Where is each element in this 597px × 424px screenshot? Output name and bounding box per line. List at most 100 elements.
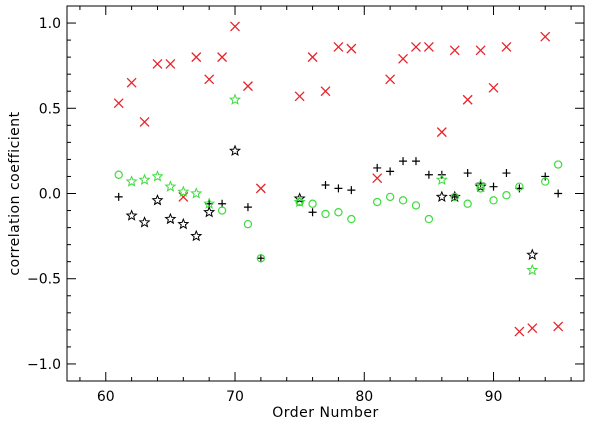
x-marker-point	[113, 98, 124, 109]
y-tick-label: 0.5	[39, 101, 61, 117]
x-tick-label: 60	[97, 389, 115, 405]
star-marker-point	[125, 209, 138, 221]
circle-marker-point	[424, 214, 434, 224]
plus-marker-point	[114, 192, 123, 201]
plus-marker-point	[489, 182, 498, 191]
star-marker-point	[228, 93, 242, 105]
x-marker-point	[165, 58, 176, 69]
circle-marker-point	[295, 197, 304, 207]
plus-marker-point	[554, 189, 563, 198]
plus-marker-point	[463, 169, 472, 178]
star-marker-point	[164, 212, 177, 225]
star-marker-point	[190, 187, 203, 199]
x-marker-point	[217, 52, 228, 63]
star-marker-point	[151, 170, 164, 182]
circle-marker-point	[334, 208, 343, 217]
x-marker-point	[423, 41, 434, 52]
series-3-star	[125, 93, 539, 276]
x-marker-point	[333, 41, 344, 52]
x-marker-point	[152, 58, 163, 69]
x-axis-title: Order Number	[272, 405, 378, 421]
plus-marker-point	[411, 157, 420, 166]
plus-marker-point	[321, 180, 330, 189]
circle-marker-point	[373, 197, 382, 207]
plus-marker-point	[373, 163, 382, 172]
star-marker-point	[138, 173, 151, 185]
star-marker-point	[526, 263, 539, 276]
plus-marker-point	[386, 167, 395, 176]
x-marker-point	[126, 77, 137, 88]
star-marker-point	[125, 175, 138, 187]
x-marker-point	[540, 31, 551, 42]
star-marker-point	[474, 178, 487, 191]
x-marker-point	[462, 94, 473, 105]
x-marker-point	[320, 86, 331, 97]
circle-marker-point	[321, 209, 330, 219]
circle-marker-point	[398, 196, 408, 205]
x-marker-point	[372, 173, 383, 184]
star-marker-point	[228, 144, 242, 157]
star-marker-point	[151, 193, 164, 206]
series-1-plus	[114, 157, 563, 263]
star-marker-point	[203, 197, 216, 209]
x-marker-point	[242, 81, 253, 92]
plus-marker-point	[256, 254, 265, 263]
x-marker-point	[501, 41, 512, 52]
marks-layer	[113, 21, 564, 337]
x-marker-point	[514, 326, 525, 337]
x-marker-point	[139, 116, 150, 127]
plus-marker-point	[424, 170, 433, 179]
x-marker-point	[411, 41, 421, 52]
plot-frame	[66, 5, 585, 382]
star-marker-point	[190, 229, 203, 242]
circle-marker-point	[217, 206, 227, 215]
x-marker-point	[385, 74, 396, 85]
x-marker-point	[178, 191, 189, 202]
plus-marker-point	[399, 157, 408, 166]
star-marker-point	[435, 190, 448, 203]
plus-marker-point	[347, 186, 356, 195]
star-marker-point	[177, 185, 190, 197]
circle-marker-point	[450, 192, 459, 202]
plus-marker-point	[308, 208, 317, 217]
x-marker-point	[475, 45, 486, 56]
circle-marker-point	[515, 182, 524, 191]
circle-marker-point	[553, 160, 563, 169]
y-tick-label: 1.0	[39, 16, 61, 32]
y-tick-label: 0.0	[39, 187, 61, 203]
circle-marker-point	[256, 254, 266, 263]
circle-marker-point	[114, 170, 123, 179]
x-marker-point	[191, 52, 202, 63]
circle-marker-point	[411, 201, 421, 210]
circle-marker-point	[243, 219, 253, 229]
plus-marker-point	[541, 172, 550, 181]
circle-marker-point	[385, 192, 395, 202]
circle-marker-point	[463, 199, 472, 208]
circle-marker-point	[347, 214, 356, 224]
star-marker-point	[293, 192, 306, 204]
y-tick-label: −0.5	[27, 272, 61, 288]
circle-marker-point	[489, 196, 498, 205]
x-marker-point	[294, 91, 305, 102]
x-marker-point	[488, 82, 499, 93]
circle-marker-point	[476, 184, 485, 193]
circle-marker-point	[502, 191, 511, 200]
x-tick-label: 90	[485, 389, 503, 405]
star-marker-point	[474, 180, 487, 192]
x-marker-point	[346, 43, 357, 54]
y-axis-title: correlation coefficient	[7, 111, 23, 275]
x-marker-point	[449, 45, 460, 56]
x-marker-point	[307, 52, 318, 63]
star-marker-point	[526, 248, 539, 260]
series-4-circle	[114, 160, 563, 263]
x-marker-point	[436, 127, 447, 138]
x-marker-point	[398, 53, 409, 64]
x-tick-label: 80	[355, 389, 373, 405]
x-marker-point	[527, 323, 538, 334]
plus-marker-point	[334, 184, 343, 193]
star-marker-point	[164, 180, 177, 192]
x-tick-label: 70	[226, 389, 244, 405]
circle-marker-point	[308, 199, 317, 208]
series-0-x	[113, 21, 564, 337]
